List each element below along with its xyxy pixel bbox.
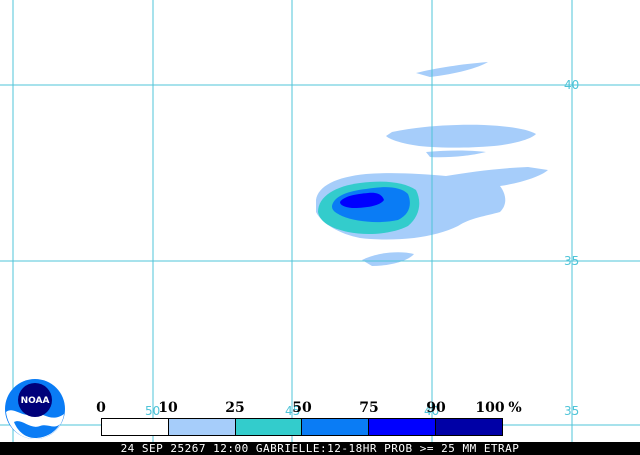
legend-swatch	[302, 419, 370, 435]
lat-label: 40	[564, 78, 580, 92]
legend-tick: 50	[292, 400, 312, 416]
legend-swatch	[235, 419, 303, 435]
legend-tick: 100	[475, 400, 505, 416]
legend-tick: 25	[225, 400, 245, 416]
lon-label: 40	[424, 404, 440, 418]
prob-area-75-90	[340, 192, 384, 208]
prob-area-10-25	[416, 62, 488, 77]
legend-tick: 90	[426, 400, 446, 416]
legend-tick: 0	[96, 400, 106, 416]
footer-caption: 24 SEP 25267 12:00 GABRIELLE:12-18HR PRO…	[0, 442, 640, 455]
legend-unit: %	[508, 400, 522, 416]
lat-label: 35	[564, 404, 580, 418]
legend-swatch	[369, 419, 437, 435]
legend-tick: 75	[359, 400, 379, 416]
lon-label: 45	[285, 404, 301, 418]
prob-area-10-25	[386, 124, 536, 148]
lon-label: 50	[145, 404, 161, 418]
legend-swatch	[168, 419, 236, 435]
noaa-logo-text: NOAA	[21, 396, 50, 406]
prob-area-10-25	[362, 252, 414, 266]
graticule	[0, 0, 640, 442]
legend-swatch	[436, 419, 502, 435]
legend-colorbar	[101, 418, 503, 436]
legend-tick: 10	[158, 400, 178, 416]
lat-label: 35	[564, 254, 580, 268]
noaa-logo-icon: NOAA	[5, 379, 65, 439]
prob-area-10-25	[426, 150, 486, 158]
legend-swatch	[102, 419, 169, 435]
